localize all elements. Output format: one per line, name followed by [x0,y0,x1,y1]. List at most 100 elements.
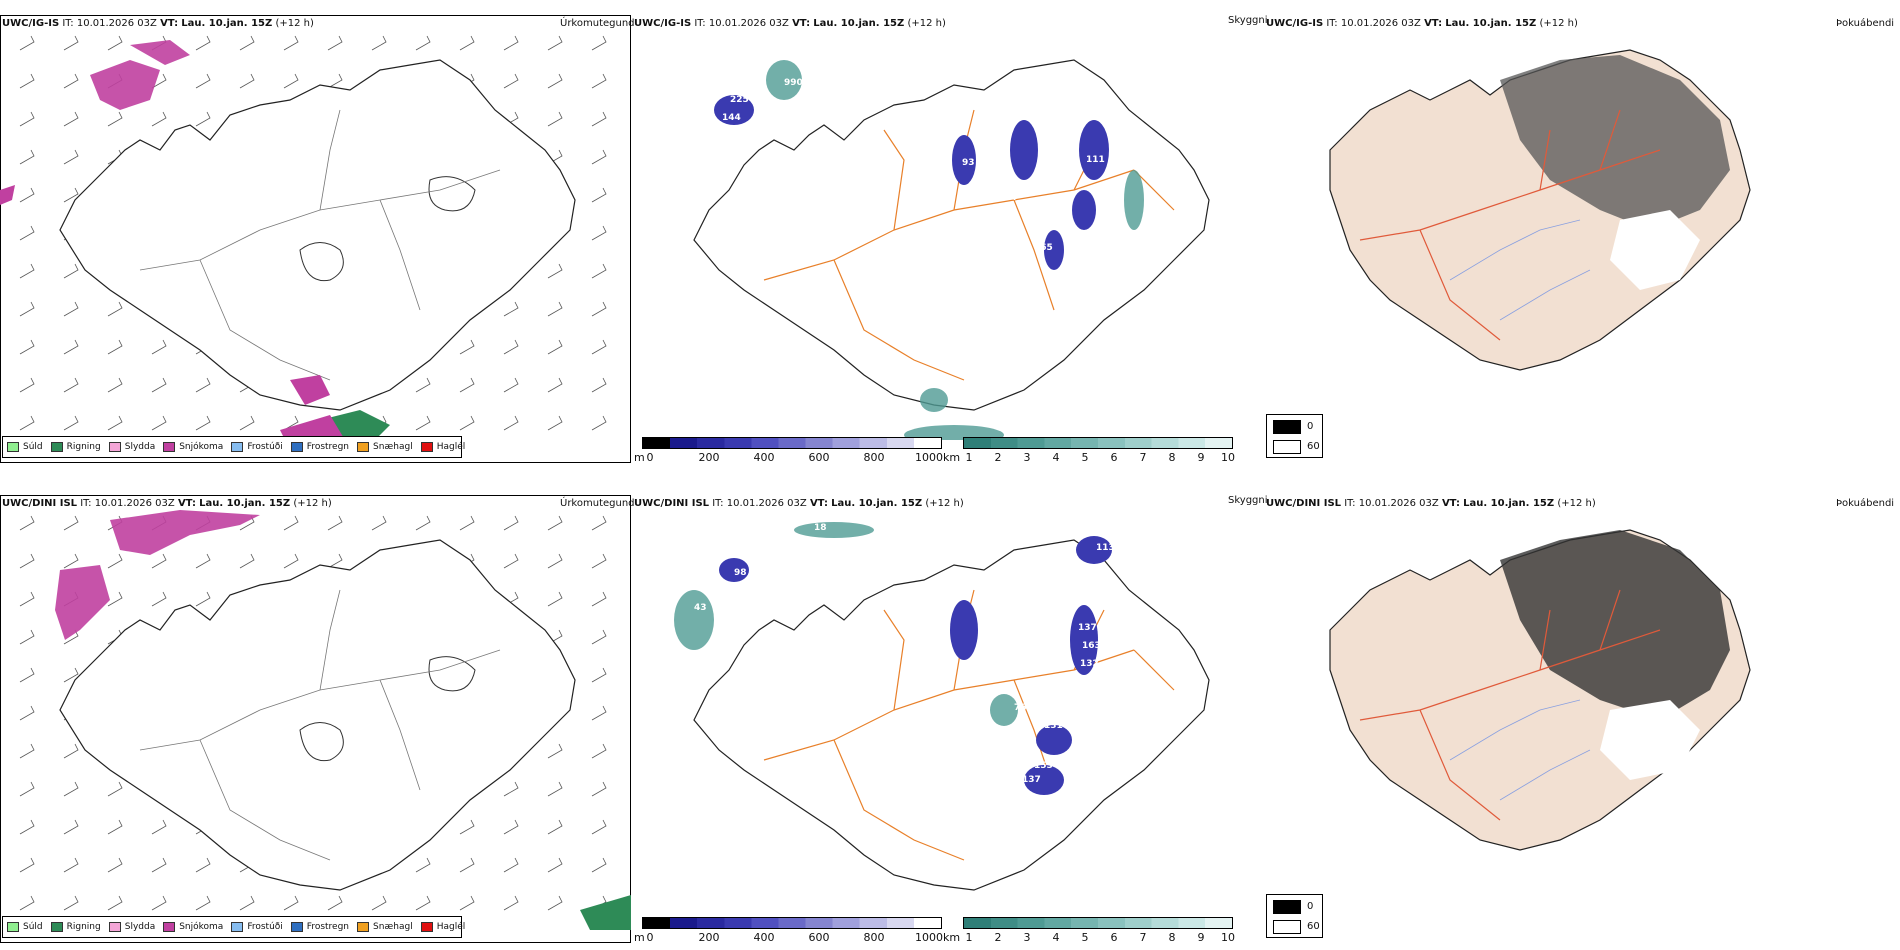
legend-item: Snjókoma [163,922,223,932]
wind-barb [327,35,343,51]
wind-barb [107,415,123,431]
wind-barb [327,553,343,569]
wind-barb [63,667,79,683]
wind-barb [503,377,519,393]
wind-barb [195,73,211,89]
wind-barb [503,73,519,89]
wind-barb [283,73,299,89]
value-label: 225 [730,95,749,105]
wind-barb [239,415,255,431]
wind-barb [547,819,563,835]
visibility-tick: 3 [1023,931,1031,944]
wind-barb [371,515,387,531]
road-network [139,109,501,381]
legend-swatch [7,442,19,452]
wind-barb [283,415,299,431]
wind-barb [151,377,167,393]
ceiling-blobs [714,95,1109,270]
wind-barb [503,781,519,797]
wind-barb [63,149,79,165]
visibility-tick: 9 [1197,451,1205,464]
wind-barb [459,895,475,911]
iceland-outline [693,59,1210,411]
wind-barb [547,35,563,51]
visibility-tick: 2 [994,451,1002,464]
wind-barb [151,591,167,607]
visibility-colorbar-box [963,437,1233,449]
ceiling-tick: 200 [698,931,720,944]
wind-barb [19,415,35,431]
wind-barb [107,339,123,355]
wind-barb [503,819,519,835]
visibility-tick: 9 [1197,931,1205,944]
roads-red [1359,109,1661,341]
wind-barb [591,819,607,835]
value-label: 76 [1014,703,1027,713]
wind-barb [19,515,35,531]
wind-barb [63,515,79,531]
legend-item: Haglél [420,442,465,452]
visibility-tick: 1 [965,451,973,464]
fog-legend-label: 0 [1307,901,1314,912]
wind-barb [415,35,431,51]
ceiling-tick: 400 [753,451,775,464]
wind-barb [107,553,123,569]
value-label: 990 [784,78,803,88]
wind-barb [19,743,35,759]
wind-barb [591,857,607,873]
iceland-outline [59,59,576,411]
rain-area-1 [580,895,631,930]
wind-barb [63,857,79,873]
glacier-outline [299,656,476,762]
wind-barb [195,111,211,127]
wind-barb [503,339,519,355]
visibility-tick: 10 [1221,451,1235,464]
panel-label-fog-2: Þokuábendi [1836,498,1895,509]
snow-area-4 [0,185,15,205]
wind-barb [63,377,79,393]
legend-item: Snæhagl [357,922,413,932]
wind-barb [415,415,431,431]
ceiling-unit: m [634,931,645,944]
fog-swatch-black [1273,420,1301,434]
roads-red [1359,589,1661,821]
value-label: 153 [1034,761,1053,771]
legend-item: Slydda [108,922,155,932]
wind-barb [19,667,35,683]
ceiling-tick: 1000 [915,931,943,944]
precip-map-1 [0,35,607,450]
panel-label-precip-2: Úrkomutegund [560,498,635,509]
wind-barb [547,301,563,317]
wind-barb [19,895,35,911]
wind-barb [63,339,79,355]
wind-barb [239,895,255,911]
iceland-outline [59,539,576,891]
fog-dark-area [1500,530,1730,720]
snow-area-2 [55,565,110,640]
wind-barb [503,301,519,317]
iceland-outline [693,539,1210,891]
value-label: 13 [736,141,749,151]
legend-swatch [163,442,176,452]
value-label: 98 [734,568,747,578]
wind-barb [19,35,35,51]
wind-barb [459,515,475,531]
panel-title-precip-1: UWC/IG-IS IT: 10.01.2026 03Z VT: Lau. 10… [2,18,314,29]
legend-swatch [231,442,244,452]
wind-barb [283,35,299,51]
wind-barb [591,187,607,203]
visibility-tick: 6 [1110,931,1118,944]
fog-swatch-white [1273,920,1301,934]
wind-barb [19,553,35,569]
wind-barb [591,225,607,241]
wind-barb [151,73,167,89]
wind-barb [547,781,563,797]
wind-barb [239,35,255,51]
legend-item: Haglél [420,922,465,932]
wind-barb [63,781,79,797]
glacier-outline [299,176,476,282]
precip-map-2 [19,510,631,930]
legend-item: Slydda [108,442,155,452]
precip-legend-2: Súld Rigning Slydda Snjókoma Frostúði Fr… [2,916,465,938]
wind-barb [503,515,519,531]
